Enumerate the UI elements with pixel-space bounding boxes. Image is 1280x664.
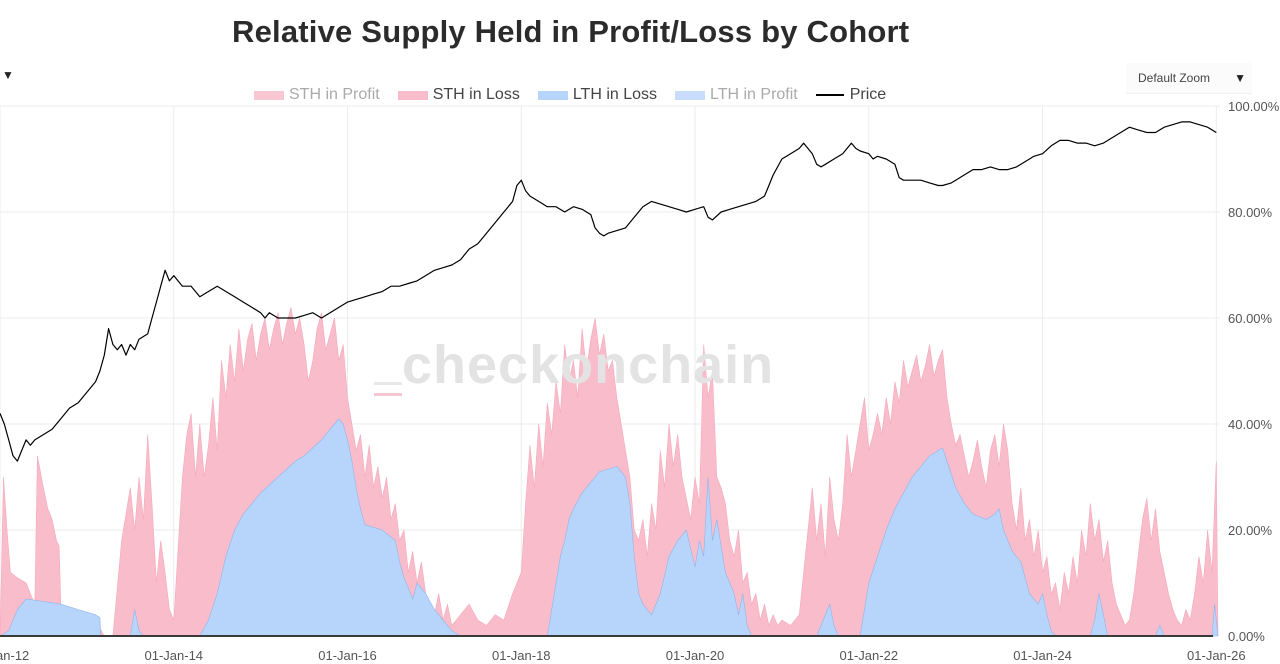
- x-tick-label: 01-Jan-20: [666, 648, 725, 663]
- watermark-dash: [374, 382, 402, 385]
- left-dropdown-arrow-icon[interactable]: ▼: [2, 68, 14, 82]
- chevron-down-icon: ▼: [1234, 71, 1246, 85]
- legend-label: LTH in Loss: [572, 86, 658, 103]
- legend-swatch-price: [815, 94, 844, 96]
- watermark-text: checkonchain: [402, 335, 775, 395]
- zoom-select[interactable]: Default Zoom ▼: [1126, 63, 1252, 94]
- legend-label: Price: [849, 86, 887, 103]
- y-tick-label: 100.00%: [1228, 99, 1280, 114]
- y-tick-label: 60.00%: [1228, 311, 1273, 326]
- legend-swatch-sth-loss: [397, 90, 428, 100]
- legend-sth-in-loss[interactable]: STH in Loss: [397, 86, 520, 104]
- chart-legend: STH in Profit STH in Loss LTH in Loss LT…: [254, 86, 904, 104]
- legend-lth-in-loss[interactable]: LTH in Loss: [537, 86, 658, 104]
- x-tick-label: 01-Jan-12: [0, 648, 29, 663]
- y-tick-label: 80.00%: [1228, 205, 1273, 220]
- x-tick-label: 01-Jan-22: [840, 648, 899, 663]
- legend-label: STH in Profit: [289, 86, 380, 103]
- y-tick-label: 40.00%: [1228, 417, 1273, 432]
- legend-sth-in-profit[interactable]: STH in Profit: [254, 86, 380, 104]
- zoom-label: Default Zoom: [1138, 71, 1211, 85]
- x-tick-label: 01-Jan-18: [492, 648, 551, 663]
- lth-in-loss-area: [0, 418, 1219, 637]
- price-line: [0, 121, 1217, 462]
- x-tick-label: 01-Jan-16: [318, 648, 377, 663]
- legend-swatch-lth-profit: [675, 90, 706, 100]
- legend-lth-in-profit[interactable]: LTH in Profit: [675, 86, 798, 104]
- legend-swatch-lth-loss: [537, 90, 568, 100]
- x-tick-label: 01-Jan-14: [144, 648, 203, 663]
- legend-price[interactable]: Price: [815, 86, 887, 104]
- legend-label: STH in Loss: [432, 86, 520, 103]
- chart-title: Relative Supply Held in Profit/Loss by C…: [232, 14, 910, 49]
- legend-label: LTH in Profit: [710, 86, 798, 103]
- x-tick-label: 01-Jan-24: [1013, 648, 1072, 663]
- y-tick-label: 20.00%: [1228, 523, 1273, 538]
- x-tick-label: 01-Jan-26: [1187, 648, 1246, 663]
- y-tick-label: 0.00%: [1228, 629, 1265, 644]
- legend-swatch-sth-profit: [254, 90, 284, 100]
- watermark-dash: [374, 393, 402, 396]
